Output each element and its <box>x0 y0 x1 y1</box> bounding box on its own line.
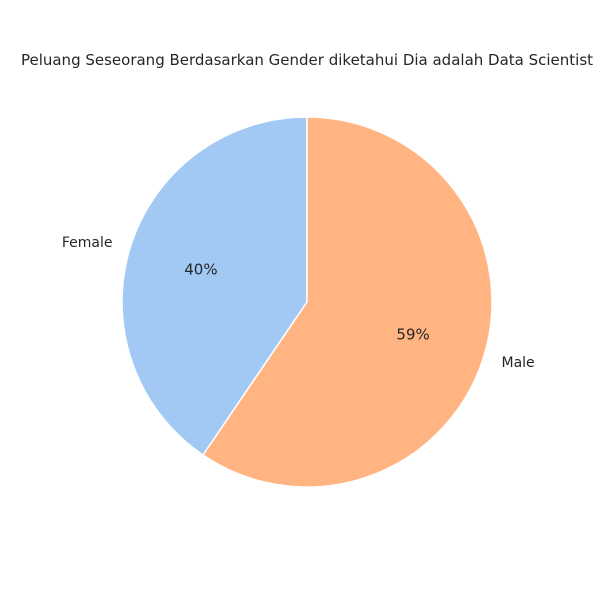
percent-label-female: 40% <box>184 260 217 278</box>
pie-slice-female <box>121 116 308 457</box>
pie-labels: Female 40% Male 59% <box>62 235 535 371</box>
slice-label-male: Male <box>502 355 535 371</box>
pie-slice-male <box>201 116 493 488</box>
chart-title: Peluang Seseorang Berdasarkan Gender dik… <box>21 51 593 69</box>
percent-label-male: 59% <box>396 326 429 344</box>
pie-slices <box>121 116 493 488</box>
slice-label-female: Female <box>62 235 113 251</box>
